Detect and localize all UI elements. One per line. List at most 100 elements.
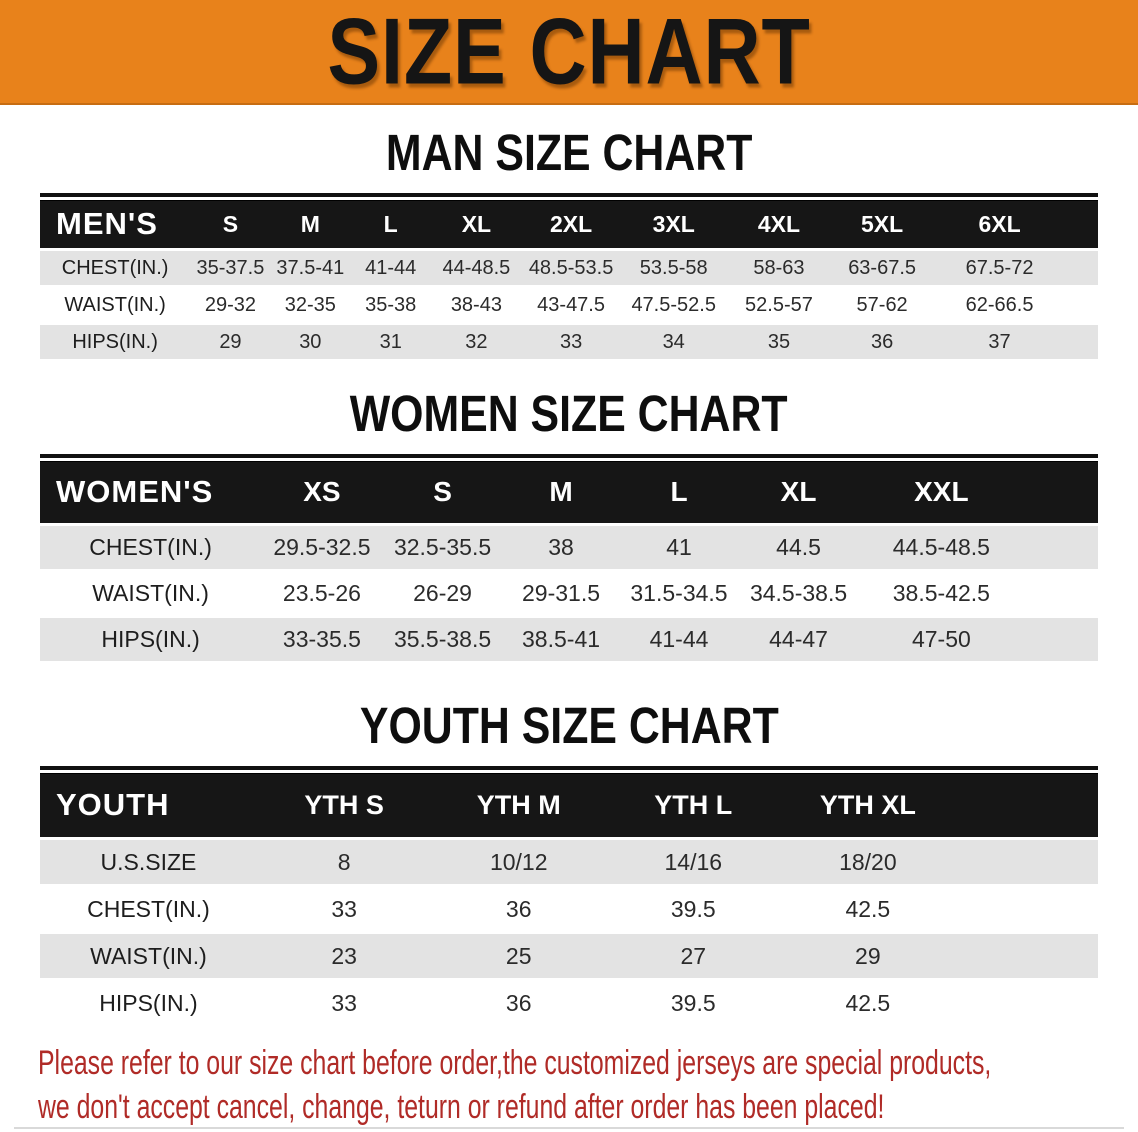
men-cell-1-8: 62-66.5 xyxy=(965,293,1034,316)
men-size-col-3: XL xyxy=(431,200,521,248)
youth-cell-3-2: 39.5 xyxy=(670,989,716,1016)
women-spacer xyxy=(1024,461,1098,523)
men-cell-0-6: 58-63 xyxy=(753,256,805,279)
women-cell-1-2: 29-31.5 xyxy=(522,580,601,607)
youth-size-col-2: YTH L xyxy=(606,773,781,837)
youth-cell-0-1: 10/12 xyxy=(489,848,548,875)
youth-header-row: YOUTH YTH S YTH M YTH L YTH XL xyxy=(40,773,1098,838)
youth-spacer xyxy=(955,981,1098,1025)
men-row-2: HIPS(IN.) 29 30 31 32 33 34 35 36 37 xyxy=(40,325,1098,360)
youth-cell-1-3: 42.5 xyxy=(845,895,891,922)
youth-row-label-3: HIPS(IN.) xyxy=(99,989,198,1016)
women-size-table: WOMEN'S XS S M L XL XXL CHEST(IN.) 29.5-32.5 32.5… xyxy=(40,454,1098,664)
women-size-chart-heading: WOMEN SIZE CHART xyxy=(350,385,788,443)
youth-cell-1-1: 36 xyxy=(505,895,532,922)
women-cell-0-3: 41 xyxy=(666,534,692,561)
men-row-1: WAIST(IN.) 29-32 32-35 35-38 38-43 43-47.5 47.… xyxy=(40,288,1098,323)
men-cell-0-0: 35-37.5 xyxy=(196,256,265,279)
women-row-1: WAIST(IN.) 23.5-26 26-29 29-31.5 31.5-34.5 34… xyxy=(40,572,1098,616)
youth-cell-3-1: 36 xyxy=(505,989,532,1016)
youth-cell-2-1: 25 xyxy=(505,942,532,969)
youth-cell-2-3: 29 xyxy=(855,942,881,969)
men-row-label-1: WAIST(IN.) xyxy=(64,293,166,316)
women-size-col-5: XXL xyxy=(859,461,1024,523)
men-cell-2-1: 30 xyxy=(299,330,322,353)
men-spacer xyxy=(1066,325,1098,359)
youth-cell-3-3: 42.5 xyxy=(845,989,891,1016)
youth-row-1: CHEST(IN.) 33 36 39.5 42.5 xyxy=(40,887,1098,932)
men-cell-0-5: 53.5-58 xyxy=(639,256,708,279)
women-cell-2-2: 38.5-41 xyxy=(522,626,601,653)
men-size-col-8: 6XL xyxy=(933,200,1066,248)
men-spacer xyxy=(1066,200,1098,248)
men-cell-0-7: 63-67.5 xyxy=(848,256,917,279)
men-cell-1-6: 52.5-57 xyxy=(745,293,813,316)
youth-size-col-1: YTH M xyxy=(431,773,606,837)
women-group-label: WOMEN'S xyxy=(40,461,261,523)
women-size-col-3: L xyxy=(620,461,738,523)
men-cell-1-5: 47.5-52.5 xyxy=(631,293,716,316)
youth-row-0: U.S.SIZE 8 10/12 14/16 18/20 xyxy=(40,840,1098,885)
men-group-label: MEN'S xyxy=(40,200,190,248)
women-spacer xyxy=(1024,618,1098,661)
bottom-divider xyxy=(14,1127,1124,1129)
youth-row-label-2: WAIST(IN.) xyxy=(90,942,207,969)
women-spacer xyxy=(1024,526,1098,569)
men-cell-2-6: 35 xyxy=(767,330,791,353)
women-size-col-2: M xyxy=(502,461,619,523)
women-row-label-0: CHEST(IN.) xyxy=(89,534,212,561)
youth-cell-0-3: 18/20 xyxy=(839,848,897,875)
women-cell-0-4: 44.5 xyxy=(776,534,821,561)
women-row-label-1: WAIST(IN.) xyxy=(92,580,209,607)
men-cell-1-4: 43-47.5 xyxy=(537,293,605,316)
footer-note-line-2: we don't accept cancel, change, teturn o… xyxy=(38,1087,885,1126)
men-size-col-0: S xyxy=(190,200,270,248)
youth-cell-0-2: 14/16 xyxy=(664,848,723,875)
men-cell-2-0: 29 xyxy=(219,330,242,353)
women-cell-2-5: 47-50 xyxy=(911,626,971,653)
youth-row-label-0: U.S.SIZE xyxy=(100,848,197,875)
women-row-0: CHEST(IN.) 29.5-32.5 32.5-35.5 38 41 44.5 44.5… xyxy=(40,526,1098,570)
men-size-col-5: 3XL xyxy=(621,200,727,248)
men-size-table: MEN'S S M L XL 2XL 3XL 4XL 5XL 6XL CHEST(IN.) 35-37… xyxy=(40,193,1098,362)
men-size-col-2: L xyxy=(350,200,431,248)
youth-row-label-1: CHEST(IN.) xyxy=(87,895,210,922)
size-chart-title: SIZE CHART xyxy=(327,0,811,104)
men-cell-0-8: 67.5-72 xyxy=(965,256,1034,279)
men-cell-1-3: 38-43 xyxy=(450,293,502,316)
men-cell-2-4: 33 xyxy=(559,330,583,353)
youth-cell-1-0: 33 xyxy=(331,895,357,922)
women-size-col-0: XS xyxy=(261,461,383,523)
men-spacer xyxy=(1066,251,1098,285)
women-cell-0-5: 44.5-48.5 xyxy=(892,534,990,561)
youth-row-2: WAIST(IN.) 23 25 27 29 xyxy=(40,934,1098,979)
women-cell-1-3: 31.5-34.5 xyxy=(630,580,728,607)
women-size-col-1: S xyxy=(383,461,503,523)
man-size-chart-heading: MAN SIZE CHART xyxy=(385,124,753,181)
men-row-label-2: HIPS(IN.) xyxy=(72,330,158,353)
women-cell-0-2: 38 xyxy=(548,534,574,561)
women-cell-2-1: 35.5-38.5 xyxy=(393,626,492,653)
youth-row-3: HIPS(IN.) 33 36 39.5 42.5 xyxy=(40,981,1098,1026)
youth-size-col-3: YTH XL xyxy=(781,773,956,837)
youth-spacer xyxy=(955,773,1098,837)
youth-cell-2-2: 27 xyxy=(680,942,707,969)
footer-note-line-1: Please refer to our size chart before or… xyxy=(38,1044,992,1083)
men-row-label-0: CHEST(IN.) xyxy=(61,256,169,279)
men-size-col-7: 5XL xyxy=(831,200,933,248)
youth-spacer xyxy=(955,887,1098,931)
men-size-col-6: 4XL xyxy=(727,200,832,248)
women-cell-0-0: 29.5-32.5 xyxy=(273,534,371,561)
men-size-col-1: M xyxy=(271,200,350,248)
women-cell-1-4: 34.5-38.5 xyxy=(749,580,848,607)
men-cell-2-8: 37 xyxy=(988,330,1011,353)
youth-cell-3-0: 33 xyxy=(331,989,357,1016)
footer-note: Please refer to our size chart before or… xyxy=(0,1042,1138,1129)
men-cell-2-5: 34 xyxy=(662,330,685,353)
men-cell-0-2: 41-44 xyxy=(365,256,417,279)
women-size-col-4: XL xyxy=(738,461,859,523)
size-chart-banner: SIZE CHART xyxy=(0,0,1138,105)
men-cell-1-7: 57-62 xyxy=(856,293,908,316)
women-row-label-2: HIPS(IN.) xyxy=(101,626,200,653)
youth-size-col-0: YTH S xyxy=(257,773,432,837)
